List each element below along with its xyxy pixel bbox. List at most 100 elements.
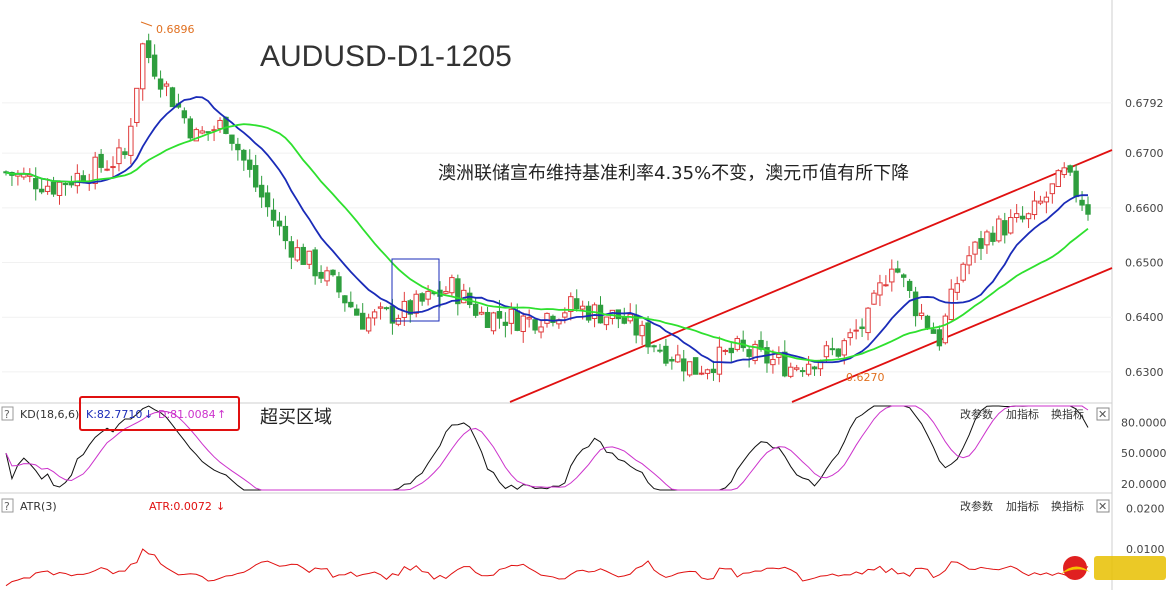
candle-body bbox=[508, 308, 515, 324]
candle-body bbox=[532, 319, 538, 331]
kd-k-value: K:82.7710 bbox=[86, 408, 142, 421]
candle-body bbox=[574, 298, 580, 310]
atr-line bbox=[5, 548, 1089, 587]
candle-body bbox=[163, 83, 170, 87]
candle-body bbox=[811, 366, 818, 370]
candle-body bbox=[455, 278, 461, 305]
candle-body bbox=[948, 288, 954, 321]
candle-body bbox=[1037, 200, 1044, 204]
candle-body bbox=[134, 87, 140, 123]
candle-body bbox=[823, 345, 830, 358]
kd-add-indicator-button[interactable]: 加指标 bbox=[1006, 407, 1039, 421]
candle-body bbox=[50, 181, 57, 195]
candle-body bbox=[728, 347, 734, 354]
candle-body bbox=[978, 238, 984, 249]
price-tick-label: 0.6700 bbox=[1125, 147, 1164, 160]
atr-add-indicator-button[interactable]: 加指标 bbox=[1006, 499, 1039, 513]
candle-body bbox=[1061, 167, 1067, 176]
candle-body bbox=[122, 151, 128, 156]
atr-series-line bbox=[5, 548, 1089, 587]
candle-body bbox=[419, 293, 425, 302]
kd-value-highlight bbox=[79, 396, 240, 431]
candle-body bbox=[550, 315, 556, 323]
price-tick-label: 0.6600 bbox=[1125, 202, 1164, 215]
candle-body bbox=[1049, 183, 1056, 195]
candle-body bbox=[1019, 215, 1026, 220]
atr-swap-indicator-button[interactable]: 换指标 bbox=[1051, 499, 1084, 513]
atr-settings-icon[interactable] bbox=[1, 498, 14, 513]
candle-body bbox=[865, 307, 871, 334]
kd-change-params-button[interactable]: 改参数 bbox=[960, 407, 993, 421]
candle-body bbox=[145, 40, 152, 59]
atr-arrow-icon: ↓ bbox=[216, 500, 225, 513]
candle-body bbox=[847, 332, 853, 339]
candle-body bbox=[472, 303, 479, 316]
kd-tick-labels: 80.0000 50.0000 20.0000 bbox=[1121, 416, 1167, 490]
atr-change-params-button[interactable]: 改参数 bbox=[960, 499, 993, 513]
kd-d-line bbox=[5, 405, 1089, 491]
candle-body bbox=[56, 181, 63, 196]
candle-body bbox=[62, 183, 69, 186]
candle-body bbox=[681, 358, 687, 372]
high-marker-line bbox=[140, 21, 153, 27]
candle-body bbox=[443, 290, 449, 294]
candle-body bbox=[258, 184, 265, 198]
kd-tick-label: 80.0000 bbox=[1121, 416, 1167, 429]
candle-body bbox=[996, 218, 1002, 242]
candle-body bbox=[264, 192, 271, 208]
candle-body bbox=[425, 290, 431, 300]
candle-body bbox=[669, 358, 675, 362]
candle-body bbox=[1067, 165, 1073, 173]
candle-body bbox=[92, 156, 98, 184]
candle-body bbox=[752, 343, 758, 362]
kd-close-button[interactable] bbox=[1096, 407, 1110, 421]
kd-d-arrow-icon: ↑ bbox=[217, 408, 226, 421]
kd-settings-icon[interactable] bbox=[1, 406, 14, 421]
candle-body bbox=[407, 300, 413, 315]
candle-body bbox=[502, 321, 509, 326]
candle-body bbox=[1008, 217, 1014, 234]
candle-body bbox=[603, 316, 610, 326]
candle-body bbox=[663, 345, 669, 364]
candle-body bbox=[1025, 213, 1032, 220]
candle-body bbox=[1085, 204, 1091, 215]
candle-body bbox=[360, 312, 366, 330]
candle-body bbox=[110, 166, 116, 169]
headline-note: 澳洲联储宣布维持基准利率4.35%不变，澳元币值有所下降 bbox=[438, 163, 909, 184]
candle-body bbox=[306, 250, 312, 265]
candle-body bbox=[300, 246, 306, 265]
candle-body bbox=[889, 268, 895, 283]
price-tick-label: 0.6500 bbox=[1125, 257, 1164, 270]
candle-body bbox=[514, 310, 520, 331]
candle-body bbox=[116, 147, 122, 165]
kd-swap-indicator-button[interactable]: 换指标 bbox=[1051, 407, 1084, 421]
atr-close-button[interactable] bbox=[1096, 499, 1110, 513]
candle-body bbox=[217, 119, 223, 130]
candle-body bbox=[877, 282, 883, 296]
candle-body bbox=[942, 315, 949, 344]
candle-body bbox=[639, 324, 645, 337]
chart-title: AUDUSD-D1-1205 bbox=[260, 40, 512, 73]
candle-body bbox=[354, 308, 360, 316]
overbought-annotation: 超买区域 bbox=[260, 407, 332, 428]
candle-body bbox=[918, 312, 925, 317]
candle-body bbox=[984, 231, 990, 246]
candle-body bbox=[1043, 196, 1050, 203]
candle-body bbox=[33, 178, 39, 190]
candle-body bbox=[936, 329, 943, 347]
kd-tick-label: 20.0000 bbox=[1121, 478, 1167, 491]
candle-body bbox=[377, 306, 384, 309]
candle-body bbox=[187, 118, 193, 139]
candle-body bbox=[74, 172, 81, 187]
candle-body bbox=[1002, 220, 1008, 236]
candle-body bbox=[288, 241, 295, 258]
candle-body bbox=[651, 345, 657, 348]
candle-body bbox=[793, 367, 800, 370]
candle-body bbox=[276, 220, 283, 227]
candle-body bbox=[496, 311, 503, 319]
candle-body bbox=[871, 292, 877, 305]
candle-highlight-box bbox=[391, 258, 440, 322]
candle-body bbox=[657, 349, 663, 352]
atr-indicator-name: ATR(3) bbox=[20, 500, 57, 513]
kd-lines bbox=[5, 405, 1089, 491]
